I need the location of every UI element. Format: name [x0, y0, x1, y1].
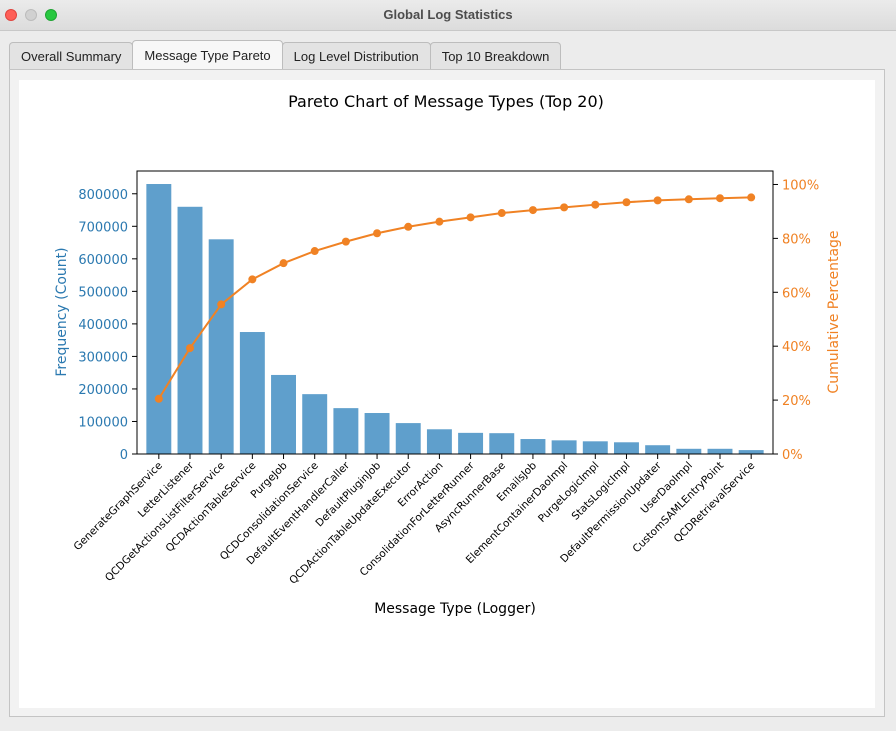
cumulative-point	[341, 237, 350, 246]
cumulative-point	[560, 203, 569, 212]
cumulative-line	[157, 196, 752, 400]
cumulative-point	[466, 213, 475, 222]
tab-message-type-pareto[interactable]: Message Type Pareto	[132, 40, 283, 69]
minimize-window-button[interactable]	[25, 9, 37, 21]
cumulative-point	[217, 300, 226, 309]
tab-log-level-distribution[interactable]: Log Level Distribution	[281, 42, 431, 69]
bar	[676, 448, 702, 454]
x-tick-label: QCDGetActionsListFilterService	[103, 460, 227, 584]
y-tick-label: 400000	[78, 318, 128, 333]
bar	[239, 332, 265, 454]
bar	[520, 439, 546, 454]
maximize-window-button[interactable]	[45, 9, 57, 21]
bar	[333, 408, 359, 454]
x-axis-label: Message Type (Logger)	[374, 601, 536, 617]
bar	[614, 442, 639, 454]
bar	[738, 450, 764, 454]
title-bar: Global Log Statistics	[0, 0, 896, 31]
bar	[364, 413, 390, 454]
x-axis: GenerateGraphServiceLetterListenerQCDGet…	[72, 454, 757, 587]
y-tick-label: 100000	[78, 415, 128, 430]
cumulative-point	[528, 206, 537, 215]
cumulative-point	[622, 198, 631, 207]
x-tick-label: ConsolidationForLetterRunner	[358, 459, 478, 579]
cumulative-point	[684, 195, 693, 204]
y-tick-label: 200000	[78, 383, 128, 398]
cumulative-point	[497, 209, 506, 218]
y-tick-label: 0	[120, 448, 128, 463]
y-tick-label: 500000	[78, 285, 128, 300]
y-tick-label: 700000	[78, 220, 128, 235]
y-tick-label: 300000	[78, 350, 128, 365]
bar	[489, 433, 515, 454]
bar	[551, 440, 577, 454]
tab-overall-summary[interactable]: Overall Summary	[9, 42, 134, 69]
cumulative-point	[310, 247, 319, 256]
cumulative-point	[435, 217, 444, 226]
y2-tick-label: 60%	[782, 286, 811, 301]
bar	[645, 445, 671, 454]
bar	[177, 206, 203, 454]
window-title: Global Log Statistics	[383, 7, 513, 22]
bar	[271, 374, 296, 454]
chart-title: Pareto Chart of Message Types (Top 20)	[288, 92, 604, 111]
bar	[208, 239, 234, 454]
bar	[395, 423, 421, 454]
tab-panel: Pareto Chart of Message Types (Top 20) 0…	[9, 69, 885, 717]
tab-bar: Overall Summary Message Type Pareto Log …	[9, 40, 562, 70]
cumulative-point	[591, 200, 600, 209]
close-window-button[interactable]	[5, 9, 17, 21]
y2-tick-label: 20%	[782, 394, 811, 409]
bar	[458, 432, 484, 454]
y-tick-label: 600000	[78, 253, 128, 268]
bar	[302, 394, 328, 454]
bar	[582, 441, 608, 454]
cumulative-point	[747, 193, 756, 202]
cumulative-point	[279, 259, 288, 268]
y2-tick-label: 40%	[782, 340, 811, 355]
y2-axis-label: Cumulative Percentage	[826, 230, 842, 393]
bar	[426, 429, 452, 454]
y-tick-label: 800000	[78, 188, 128, 203]
cumulative-point	[154, 394, 163, 403]
y2-tick-label: 0%	[782, 448, 803, 463]
cumulative-point	[716, 194, 724, 203]
cumulative-line-series	[154, 193, 756, 403]
cumulative-point	[653, 196, 662, 205]
tab-top-10-breakdown[interactable]: Top 10 Breakdown	[429, 42, 562, 69]
cumulative-point	[186, 344, 194, 353]
cumulative-point	[404, 222, 413, 231]
cumulative-point	[248, 275, 257, 284]
left-y-axis: 0 100000 200000 300000 400000 500000 600000 700…	[78, 188, 137, 463]
bar	[146, 184, 172, 454]
right-y-axis: 0% 20% 40% 60% 80% 100%	[773, 178, 819, 463]
plot-frame	[136, 170, 774, 455]
bar-series	[146, 184, 764, 454]
y2-tick-label: 100%	[782, 178, 819, 193]
y2-tick-label: 80%	[782, 232, 811, 247]
pareto-chart: Pareto Chart of Message Types (Top 20) 0…	[54, 92, 842, 617]
bar	[707, 448, 733, 454]
cumulative-point	[373, 229, 382, 238]
y-axis-label: Frequency (Count)	[54, 247, 70, 376]
chart-canvas: Pareto Chart of Message Types (Top 20) 0…	[19, 80, 875, 708]
